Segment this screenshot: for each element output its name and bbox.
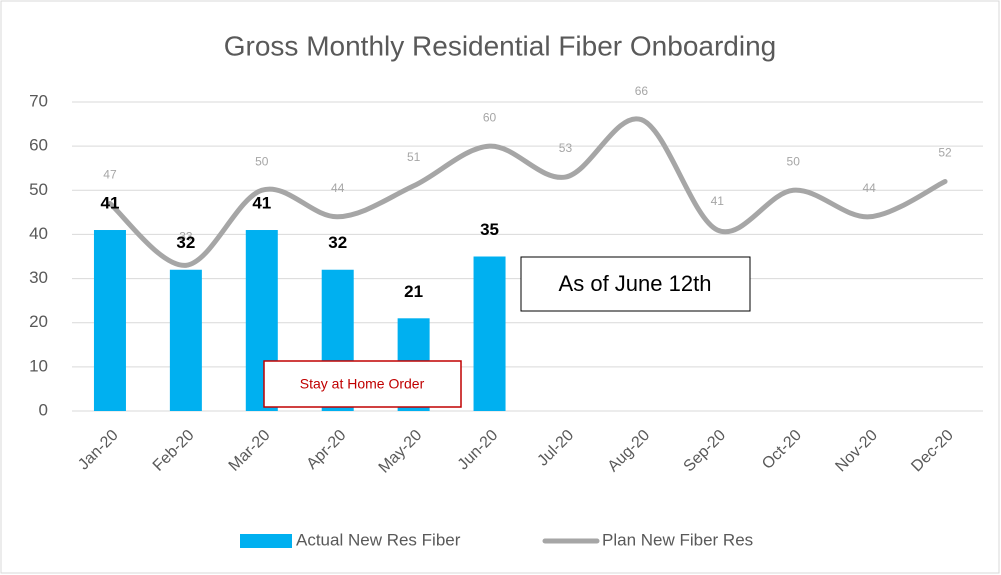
annotation-box xyxy=(263,360,462,408)
data-label: 66 xyxy=(635,84,649,98)
data-label: 44 xyxy=(862,181,876,195)
bar xyxy=(473,256,506,411)
legend-label: Actual New Res Fiber xyxy=(296,530,461,549)
legend-swatch xyxy=(240,534,292,548)
data-label: 41 xyxy=(252,193,271,212)
data-label: 35 xyxy=(480,220,499,239)
data-label: 47 xyxy=(103,168,117,182)
data-label: 60 xyxy=(483,110,497,124)
y-tick-label: 40 xyxy=(29,224,48,243)
annotation: Stay at Home Order xyxy=(300,376,425,392)
y-tick-label: 70 xyxy=(29,91,48,110)
data-label: 41 xyxy=(711,194,725,208)
data-label: 33 xyxy=(179,230,193,244)
data-label: 51 xyxy=(407,150,421,164)
data-label: 44 xyxy=(331,181,345,195)
data-label: 32 xyxy=(328,233,347,252)
legend-label: Plan New Fiber Res xyxy=(602,530,753,549)
data-label: 21 xyxy=(404,282,423,301)
y-tick-label: 60 xyxy=(29,136,48,155)
line xyxy=(107,116,948,268)
y-tick-label: 0 xyxy=(39,400,48,419)
annotation-box xyxy=(520,256,751,312)
annotation: As of June 12th xyxy=(559,271,712,296)
y-tick-label: 20 xyxy=(29,312,48,331)
data-label: 41 xyxy=(100,193,119,212)
data-label: 32 xyxy=(176,233,195,252)
data-label: 52 xyxy=(938,146,952,160)
data-label: 50 xyxy=(787,154,801,168)
y-tick-label: 30 xyxy=(29,268,48,287)
bar xyxy=(169,269,202,411)
bar xyxy=(93,230,126,411)
data-label: 50 xyxy=(255,154,269,168)
data-label: 53 xyxy=(559,141,573,155)
y-tick-label: 10 xyxy=(29,356,48,375)
chart-title: Gross Monthly Residential Fiber Onboardi… xyxy=(224,30,776,61)
y-tick-label: 50 xyxy=(29,180,48,199)
